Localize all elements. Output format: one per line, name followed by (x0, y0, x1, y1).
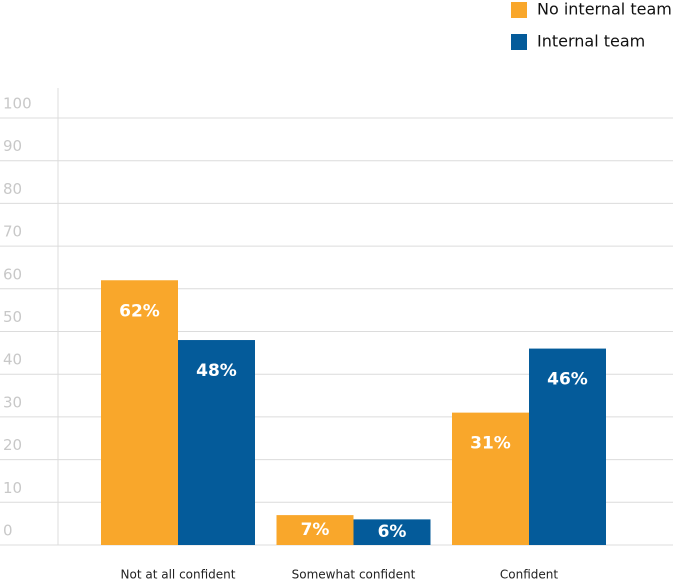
y-tick-label: 70 (3, 223, 22, 241)
legend-swatch (511, 2, 527, 18)
y-tick-label: 0 (3, 522, 13, 540)
legend-label: Internal team (537, 32, 645, 51)
bar (276, 515, 354, 545)
bar (353, 519, 431, 545)
value-label: 62% (119, 301, 160, 321)
y-tick-label: 100 (3, 95, 32, 113)
legend-label: No internal team (537, 0, 672, 19)
y-tick-label: 40 (3, 351, 22, 369)
y-tick-label: 80 (3, 180, 22, 198)
value-label: 6% (378, 522, 407, 542)
value-label: 31% (470, 434, 511, 454)
y-tick-label: 50 (3, 308, 22, 326)
bar (178, 340, 255, 545)
y-tick-label: 10 (3, 479, 22, 497)
bar (101, 280, 178, 545)
value-label: 7% (301, 520, 330, 540)
y-tick-label: 30 (3, 393, 22, 411)
x-tick-label: Confident (500, 568, 558, 580)
x-tick-label: Somewhat confident (292, 568, 416, 580)
bar (452, 412, 529, 545)
y-tick-label: 20 (3, 436, 22, 454)
value-label: 48% (196, 361, 237, 381)
bar (529, 348, 606, 545)
legend-swatch (511, 34, 527, 50)
y-tick-label: 60 (3, 265, 22, 283)
x-tick-label: Not at all confident (121, 568, 236, 580)
value-label: 46% (547, 370, 588, 390)
y-tick-label: 90 (3, 137, 22, 155)
